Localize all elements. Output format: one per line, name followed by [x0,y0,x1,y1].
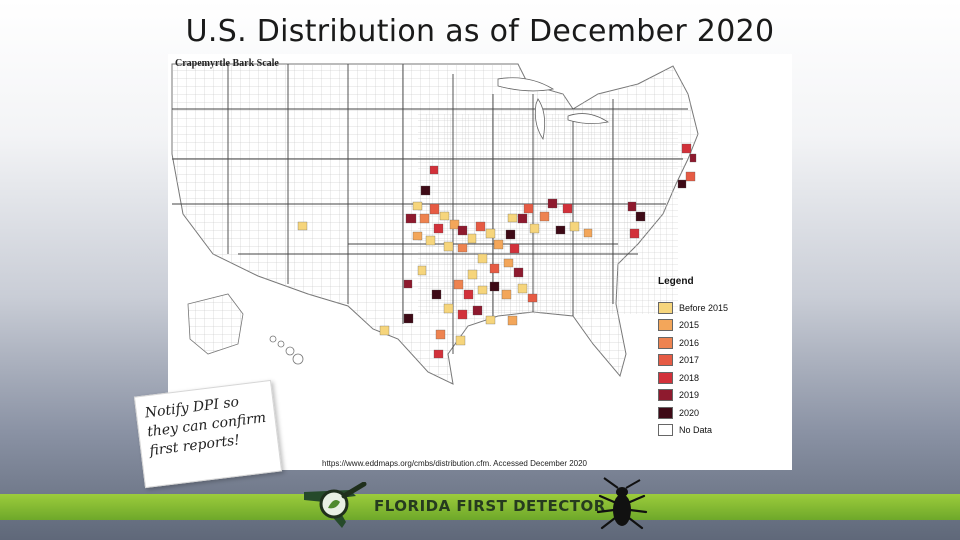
legend-item: 2018 [658,369,758,387]
legend-swatch [658,389,673,402]
legend-title: Legend [658,276,694,287]
footer-band [0,494,960,520]
legend-item: 2020 [658,404,758,422]
state-borders [172,64,688,354]
brand-wordmark: FLORIDA FIRST DETECTOR [374,497,606,515]
legend-swatch [658,424,673,437]
hawaii-inset [269,335,304,365]
legend-item: Before 2015 [658,299,758,317]
legend-swatch [658,336,673,349]
distribution-map: Crapemyrtle Bark Scale Legend Before 201… [168,54,792,470]
legend-item: 2019 [658,387,758,405]
legend-item: 2017 [658,352,758,370]
legend-item: No Data [658,422,758,440]
legend-swatch [658,354,673,367]
florida-magnifier-logo [304,482,367,528]
great-lakes [497,77,610,141]
legend-label: Before 2015 [679,302,729,313]
legend-swatch [658,319,673,332]
us-county-map [171,54,792,470]
legend-swatch [658,301,673,314]
legend-item: 2016 [658,334,758,352]
alaska-inset [187,293,244,355]
beetle-icon [596,477,648,530]
legend-swatch [658,371,673,384]
legend-label: No Data [679,425,713,436]
legend-label: 2018 [679,372,700,383]
source-citation: https://www.eddmaps.org/cmbs/distributio… [322,459,588,468]
legend-label: 2017 [679,355,700,366]
map-caption: Crapemyrtle Bark Scale [175,58,279,69]
legend-label: 2019 [679,390,700,401]
legend-swatch [658,406,673,419]
infested-counties [297,143,697,359]
legend-label: 2015 [679,320,700,331]
legend-item: 2015 [658,317,758,335]
map-legend: Legend Before 2015 2015 2016 2017 2018 2… [658,276,758,439]
legend-label: 2016 [679,337,700,348]
slide-title: U.S. Distribution as of December 2020 [185,14,775,49]
sticky-note: Notify DPI so they can confirm first rep… [133,379,283,489]
legend-label: 2020 [679,407,700,418]
